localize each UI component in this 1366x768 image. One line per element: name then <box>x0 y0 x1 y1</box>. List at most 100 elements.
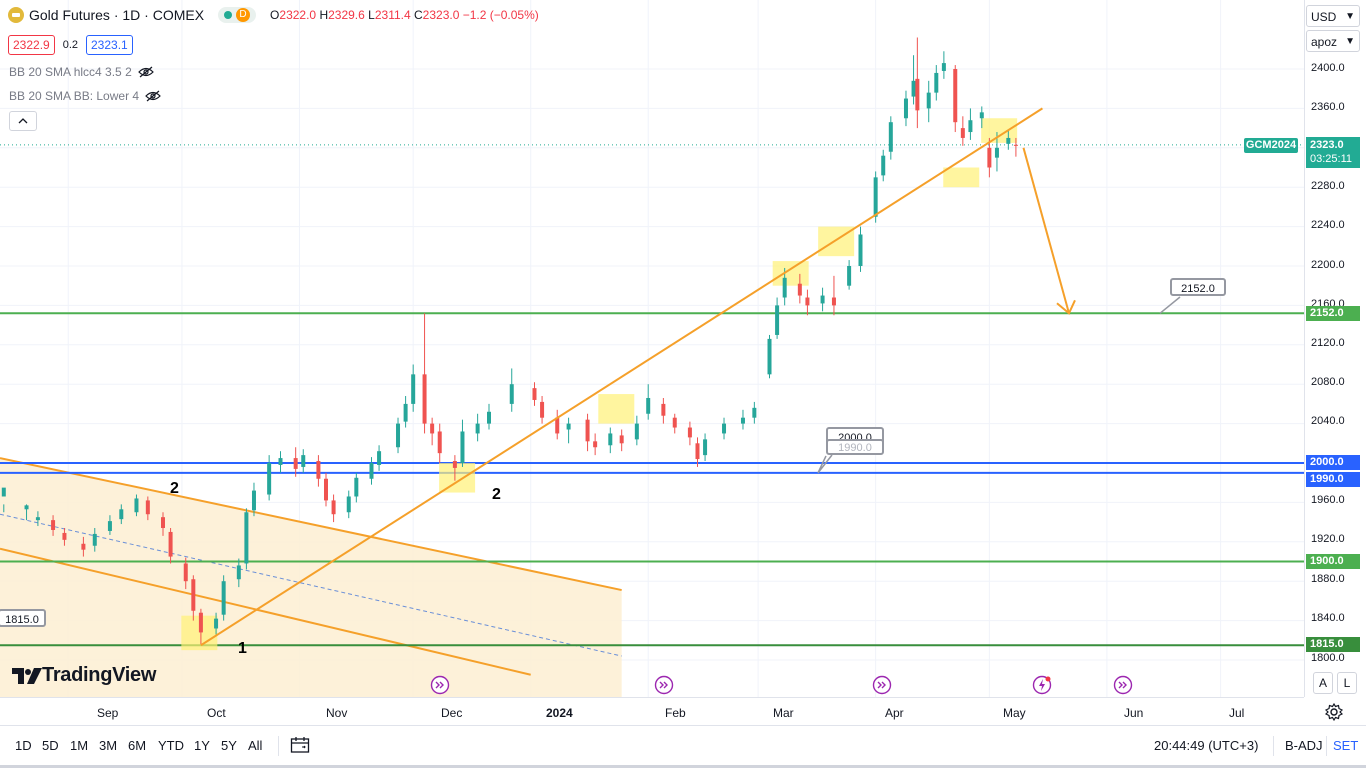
candle-body <box>593 441 598 448</box>
channel-fill <box>0 458 622 697</box>
candle-body <box>881 155 886 176</box>
event-marker-icon[interactable] <box>1113 675 1133 695</box>
time-tick: Nov <box>326 706 348 720</box>
price-tick: 2400.0 <box>1311 62 1345 74</box>
candle-body <box>722 423 727 434</box>
wave-label: 2 <box>170 480 179 497</box>
clock-timezone[interactable]: 20:44:49 (UTC+3) <box>1154 738 1259 753</box>
currency-select[interactable]: USD ▼ <box>1306 5 1360 27</box>
level-badge: 1815.0 <box>1306 637 1360 652</box>
range-button-1d[interactable]: 1D <box>15 738 32 753</box>
event-marker-icon[interactable] <box>654 675 674 695</box>
price-callout[interactable]: 1815.0 <box>0 609 46 627</box>
range-button-3m[interactable]: 3M <box>99 738 118 753</box>
price-callout-ghost[interactable]: 1990.0 <box>826 439 884 455</box>
candle-body <box>831 297 836 306</box>
delayed-badge: D <box>236 8 251 22</box>
candle-body <box>1013 144 1018 146</box>
range-button-6m[interactable]: 6M <box>128 738 147 753</box>
bid-ask-row: 2322.9 0.2 2323.1 <box>8 35 133 55</box>
candle-body <box>960 128 965 138</box>
candle-body <box>301 455 306 467</box>
candle-body <box>687 427 692 438</box>
price-tick: 2040.0 <box>1311 415 1345 427</box>
indicator-row-1[interactable]: BB 20 SMA hlcc4 3.5 2 <box>9 65 154 79</box>
event-marker-icon[interactable] <box>430 675 450 695</box>
range-button-all[interactable]: All <box>248 738 263 753</box>
price-tick: 2360.0 <box>1311 101 1345 113</box>
candle-body <box>267 463 272 495</box>
window-bottom-edge <box>0 765 1366 768</box>
time-tick: Feb <box>665 706 686 720</box>
price-tick: 2120.0 <box>1311 337 1345 349</box>
time-tick: Jul <box>1229 706 1245 720</box>
candle-body <box>346 496 351 513</box>
price-chart[interactable] <box>0 0 1304 697</box>
market-status[interactable]: D <box>218 7 257 23</box>
time-tick: Dec <box>441 706 463 720</box>
candle-body <box>183 563 188 582</box>
channel-bottom-line <box>0 547 531 676</box>
log-scale-button[interactable]: L <box>1337 672 1357 694</box>
event-marker-icon[interactable] <box>872 675 892 695</box>
bid-price[interactable]: 2322.9 <box>8 35 55 55</box>
candle-body <box>244 512 249 564</box>
level-badge: 1900.0 <box>1306 554 1360 569</box>
price-axis[interactable]: 2400.0 2360.0 2280.0 2240.0 2200.0 2160.… <box>1304 0 1366 697</box>
contract-tag: GCM2024 <box>1244 138 1298 153</box>
candle-series <box>1 37 1018 645</box>
level-badge: 2000.0 <box>1306 455 1360 470</box>
candle-body <box>221 581 226 615</box>
range-button-5y[interactable]: 5Y <box>221 738 237 753</box>
candle-body <box>911 80 916 97</box>
indicator-row-2[interactable]: BB 20 SMA BB: Lower 4 <box>9 89 161 103</box>
chart-settings-gear-icon[interactable] <box>1324 702 1344 722</box>
divider <box>1326 736 1327 756</box>
highlight-box <box>981 118 1018 143</box>
candle-body <box>987 147 992 168</box>
collapse-legend-button[interactable] <box>9 111 37 131</box>
highlight-box <box>772 261 809 286</box>
candle-body <box>316 461 321 479</box>
bottom-toolbar: 1D 5D 1M 3M 6M YTD 1Y 5Y All 20:44:49 (U… <box>0 725 1366 766</box>
range-button-1m[interactable]: 1M <box>70 738 89 753</box>
price-tick: 2240.0 <box>1311 219 1345 231</box>
calendar-range-icon[interactable] <box>290 736 310 754</box>
channel-mid-line <box>0 513 622 657</box>
time-axis[interactable]: Sep Oct Nov Dec 2024 Feb Mar Apr May Jun… <box>0 697 1304 726</box>
symbol-legend[interactable]: Gold Futures · 1D · COMEX D O2322.0 H232… <box>8 7 539 23</box>
candle-body <box>324 478 328 501</box>
price-callout[interactable]: 2152.0 <box>1170 278 1226 296</box>
level-badge: 2152.0 <box>1306 306 1360 321</box>
earnings-marker-icon[interactable] <box>1032 675 1052 695</box>
ask-price[interactable]: 2323.1 <box>86 35 133 55</box>
range-button-ytd[interactable]: YTD <box>158 738 184 753</box>
eye-hidden-icon[interactable] <box>137 66 154 78</box>
candle-body <box>968 120 973 133</box>
candle-body <box>369 463 374 479</box>
price-tick: 1840.0 <box>1311 612 1345 624</box>
candle-body <box>532 388 537 400</box>
projection-arrow <box>1022 147 1070 314</box>
eye-hidden-icon[interactable] <box>145 90 161 102</box>
projection-arrowhead <box>1056 299 1076 315</box>
candle-body <box>555 417 560 434</box>
divider <box>1273 736 1274 756</box>
candle-body <box>236 565 241 580</box>
symbol-title[interactable]: Gold Futures · 1D · COMEX <box>29 7 205 23</box>
logo-text: TradingView <box>42 664 157 686</box>
candle-body <box>979 112 984 119</box>
candle-body <box>888 122 893 152</box>
auto-scale-button[interactable]: A <box>1313 672 1333 694</box>
wave-label: 1 <box>238 640 247 657</box>
range-button-5d[interactable]: 5D <box>42 738 59 753</box>
scale-mode-select[interactable]: apoz ▼ <box>1306 30 1360 52</box>
range-button-1y[interactable]: 1Y <box>194 738 210 753</box>
price-tick: 1960.0 <box>1311 494 1345 506</box>
time-tick: Oct <box>207 706 226 720</box>
candle-body <box>585 419 590 442</box>
candle-body <box>695 443 700 460</box>
session-toggle[interactable]: SET <box>1333 738 1359 753</box>
adjustment-toggle[interactable]: B-ADJ <box>1285 738 1323 753</box>
tradingview-logo[interactable]: TradingView <box>12 664 156 687</box>
